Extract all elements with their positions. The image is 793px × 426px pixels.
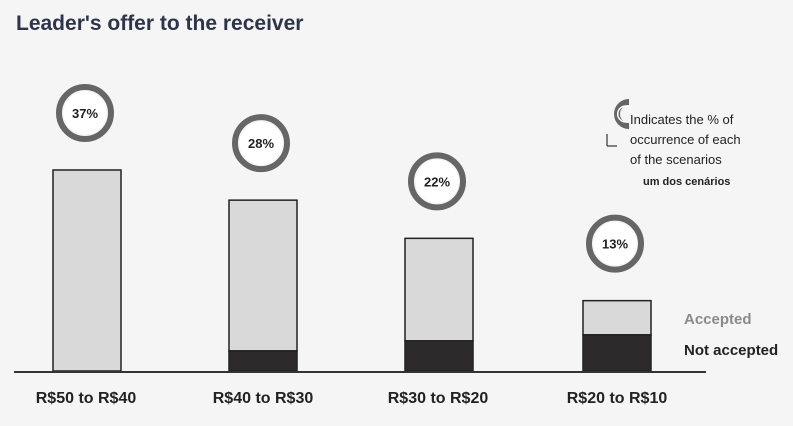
bar-not-accepted [404, 340, 474, 372]
occurrence-ring-icon [606, 99, 632, 147]
occurrence-ring [586, 214, 644, 273]
bar-accepted [228, 199, 298, 352]
occurrence-label: 13% [602, 237, 628, 252]
occurrence-ring-inner [63, 91, 107, 135]
legend-accepted: Accepted [684, 311, 752, 328]
legend-not-accepted: Not accepted [684, 342, 779, 359]
bar-not-accepted [228, 350, 298, 372]
category-label: R$40 to R$30 [212, 390, 314, 407]
legend-note-line3: of the scenarios [630, 152, 722, 167]
bar-accepted [52, 169, 122, 372]
legend-note-line4: um dos cenários [643, 176, 731, 188]
occurrence-label: 28% [248, 136, 274, 151]
bar-accepted [582, 299, 652, 336]
bar-accepted [404, 237, 474, 342]
occurrence-ring-inner [415, 159, 459, 203]
occurrence-ring [56, 84, 114, 142]
legend-note-line1: Indicates the % of [630, 112, 734, 127]
occurrence-label: 37% [72, 106, 98, 121]
occurrence-ring [408, 152, 466, 211]
occurrence-label: 22% [424, 174, 450, 189]
category-label: R$30 to R$20 [387, 390, 489, 407]
occurrence-ring-inner [593, 222, 637, 266]
chart-title: Leader's offer to the receiver [16, 12, 304, 35]
legend-note-line2: occurrence of each [630, 132, 741, 147]
category-label: R$20 to R$10 [566, 390, 668, 407]
category-label: R$50 to R$40 [35, 390, 137, 407]
occurrence-ring-inner [239, 121, 283, 165]
bar-not-accepted [582, 334, 652, 372]
occurrence-ring [232, 114, 290, 173]
